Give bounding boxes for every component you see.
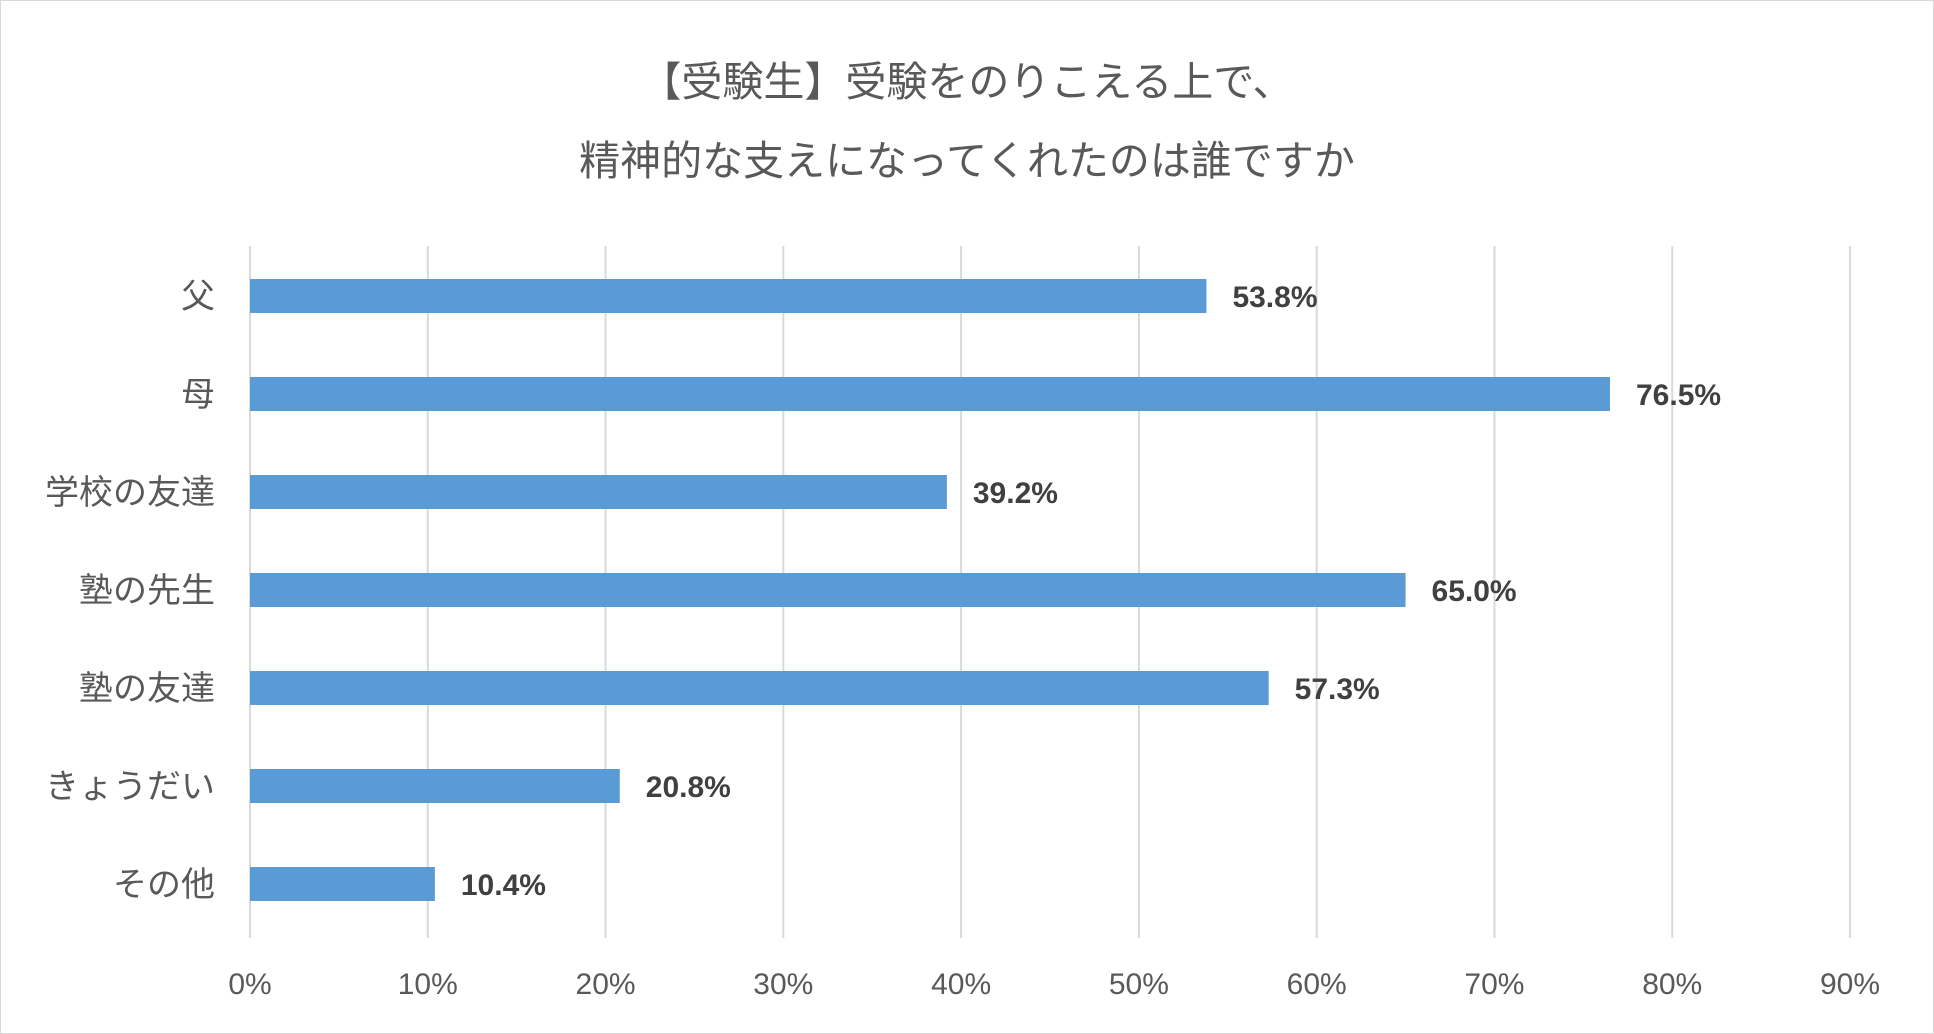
category-label: 母 xyxy=(181,375,215,415)
bar xyxy=(250,867,435,901)
x-tick-label: 10% xyxy=(398,968,458,1001)
category-label: 父 xyxy=(181,277,215,317)
bar xyxy=(250,769,620,803)
data-labels: 53.8% 76.5% 39.2% 65.0% 57.3% 20.8% 10.4% xyxy=(461,281,1721,902)
bar xyxy=(250,475,947,509)
data-label: 10.4% xyxy=(461,869,546,902)
x-tick-label: 90% xyxy=(1820,968,1880,1001)
chart-title-line-2: 精神的な支えになってくれたのは誰ですか xyxy=(579,137,1355,185)
x-tick-label: 20% xyxy=(576,968,636,1001)
category-label: 学校の友達 xyxy=(45,473,215,513)
bars xyxy=(250,279,1610,901)
data-label: 39.2% xyxy=(973,477,1058,510)
data-label: 20.8% xyxy=(646,771,731,804)
x-tick-label: 80% xyxy=(1642,968,1702,1001)
x-tick-label: 40% xyxy=(931,968,991,1001)
x-tick-label: 30% xyxy=(753,968,813,1001)
category-label: 塾の友達 xyxy=(79,669,215,709)
value-axis: 0% 10% 20% 30% 40% 50% 60% 70% 80% 90% xyxy=(228,968,1880,1001)
category-label: その他 xyxy=(113,865,215,905)
data-label: 53.8% xyxy=(1232,281,1317,314)
x-tick-label: 0% xyxy=(228,968,271,1001)
x-tick-label: 50% xyxy=(1109,968,1169,1001)
data-label: 76.5% xyxy=(1636,379,1721,412)
data-label: 65.0% xyxy=(1432,575,1517,608)
bar xyxy=(250,671,1269,705)
x-tick-label: 70% xyxy=(1464,968,1524,1001)
category-label: きょうだい xyxy=(45,767,215,807)
bar xyxy=(250,279,1207,313)
chart-title-line-1: 【受験生】受験をのりこえる上で、 xyxy=(640,58,1294,106)
bar xyxy=(250,377,1610,411)
x-tick-label: 60% xyxy=(1287,968,1347,1001)
bar xyxy=(250,573,1406,607)
category-label: 塾の先生 xyxy=(79,571,215,611)
data-label: 57.3% xyxy=(1295,673,1380,706)
